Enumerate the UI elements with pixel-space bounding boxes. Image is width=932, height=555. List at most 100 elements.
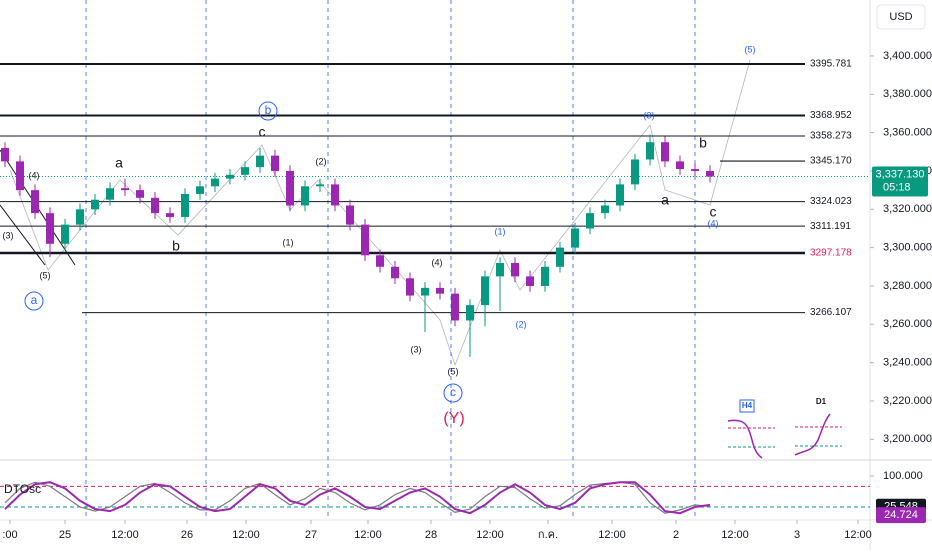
- candle-body: [541, 266, 549, 286]
- y-tick-label: 3,320.000: [883, 203, 932, 215]
- osc-tick-label: 100.000: [883, 470, 923, 482]
- wave-label: a: [115, 155, 123, 171]
- level-label: 3368.952: [810, 110, 852, 121]
- osc-readout-label: 24.724: [884, 509, 918, 521]
- wave-label: (5): [448, 366, 459, 376]
- candle-body: [571, 228, 579, 248]
- wave-label: (1): [495, 226, 506, 236]
- y-tick-label: 3,400.000: [883, 50, 932, 62]
- wave-label: (3): [411, 344, 422, 354]
- y-tick-label: 3,220.000: [883, 395, 932, 407]
- currency-box[interactable]: [876, 4, 926, 30]
- candle-body: [706, 170, 714, 177]
- candle-body: [406, 278, 414, 296]
- candle-body: [466, 305, 474, 321]
- osc-line: [4, 481, 711, 515]
- wave-label: (4): [29, 170, 40, 180]
- wave-path: [9, 59, 751, 367]
- candle-body: [646, 142, 654, 160]
- candle-body: [61, 224, 69, 244]
- y-tick-label: 3,200.000: [883, 433, 932, 445]
- candle-body: [226, 174, 234, 179]
- candle-body: [121, 188, 129, 191]
- wave-label: (4): [708, 218, 719, 228]
- y-tick-label: 3,360.000: [883, 127, 932, 139]
- candle-body: [166, 213, 174, 217]
- candle-body: [526, 276, 534, 286]
- x-tick-label: 12:00: [354, 529, 382, 541]
- y-tick-label: 3,240.000: [883, 357, 932, 369]
- candle-body: [391, 266, 399, 279]
- candle-body: [601, 205, 609, 214]
- osc-name: DTOsc: [4, 482, 41, 496]
- osc-line: [4, 481, 711, 514]
- x-tick-label: :00: [2, 529, 17, 541]
- candle-body: [46, 213, 54, 244]
- candle-body: [631, 159, 639, 185]
- candle-body: [31, 190, 39, 214]
- current-price-label: 3,337.130: [876, 168, 925, 180]
- candle-body: [481, 276, 489, 306]
- x-tick-label: 25: [59, 529, 71, 541]
- wave-label: (2): [316, 156, 327, 166]
- level-label: 3395.781: [810, 59, 852, 70]
- candle-body: [421, 287, 429, 296]
- candle-body: [91, 199, 99, 210]
- wave-label: (5): [745, 44, 756, 54]
- level-label: 3311.191: [810, 221, 851, 232]
- wave-label: b: [172, 238, 180, 254]
- osc-readout-box: [876, 507, 926, 524]
- x-tick-label: 12:00: [721, 529, 749, 541]
- wave-label: a: [661, 192, 669, 208]
- candle-body: [76, 209, 84, 225]
- channel-line: [0, 204, 46, 266]
- x-tick-label: 3: [794, 529, 800, 541]
- candle-body: [271, 155, 279, 171]
- candle-body: [586, 213, 594, 229]
- wave-circle: [24, 291, 44, 311]
- wave-label: (3): [644, 110, 655, 120]
- level-label: 3266.107: [810, 307, 852, 318]
- candle-body: [256, 155, 264, 168]
- wave-label: (3): [3, 230, 14, 240]
- y-tick-label: 3,300.000: [883, 242, 932, 254]
- candle-body: [496, 262, 504, 277]
- wave-label: (4): [432, 257, 443, 267]
- currency: USD: [889, 11, 912, 23]
- wave-label: b: [265, 103, 272, 117]
- level-label: 3358.273: [810, 131, 852, 142]
- x-tick-label: 27: [305, 529, 317, 541]
- inset-label: D1: [816, 397, 827, 406]
- candle-body: [316, 184, 324, 187]
- wave-label: c: [450, 385, 456, 399]
- candle-body: [331, 184, 339, 206]
- candle-body: [661, 142, 669, 162]
- candle-body: [181, 193, 189, 217]
- candle-body: [241, 167, 249, 175]
- candle-body: [511, 262, 519, 277]
- x-tick-label: 12:00: [232, 529, 260, 541]
- wave-circle: [443, 383, 463, 403]
- candle-body: [676, 161, 684, 170]
- current-price-box: [872, 166, 928, 197]
- x-tick-label: ก.ค.: [538, 529, 558, 541]
- candle-body: [361, 224, 369, 256]
- candle-body: [346, 205, 354, 225]
- inset-curve: [727, 419, 763, 459]
- x-tick-label: 12:00: [844, 529, 872, 541]
- candle-body: [151, 197, 159, 214]
- candle-body: [691, 169, 699, 171]
- inset-label: H4: [742, 401, 753, 410]
- wave-label: (5): [40, 270, 51, 280]
- wave-label: (Y): [443, 410, 464, 427]
- y-tick-label: 3,280.000: [883, 280, 932, 292]
- candle-body: [616, 184, 624, 206]
- countdown: 05:18: [883, 181, 911, 193]
- candle-body: [196, 186, 204, 194]
- wave-circle: [258, 101, 278, 121]
- candle-body: [211, 178, 219, 187]
- candle-body: [376, 255, 384, 267]
- candle-body: [436, 287, 444, 294]
